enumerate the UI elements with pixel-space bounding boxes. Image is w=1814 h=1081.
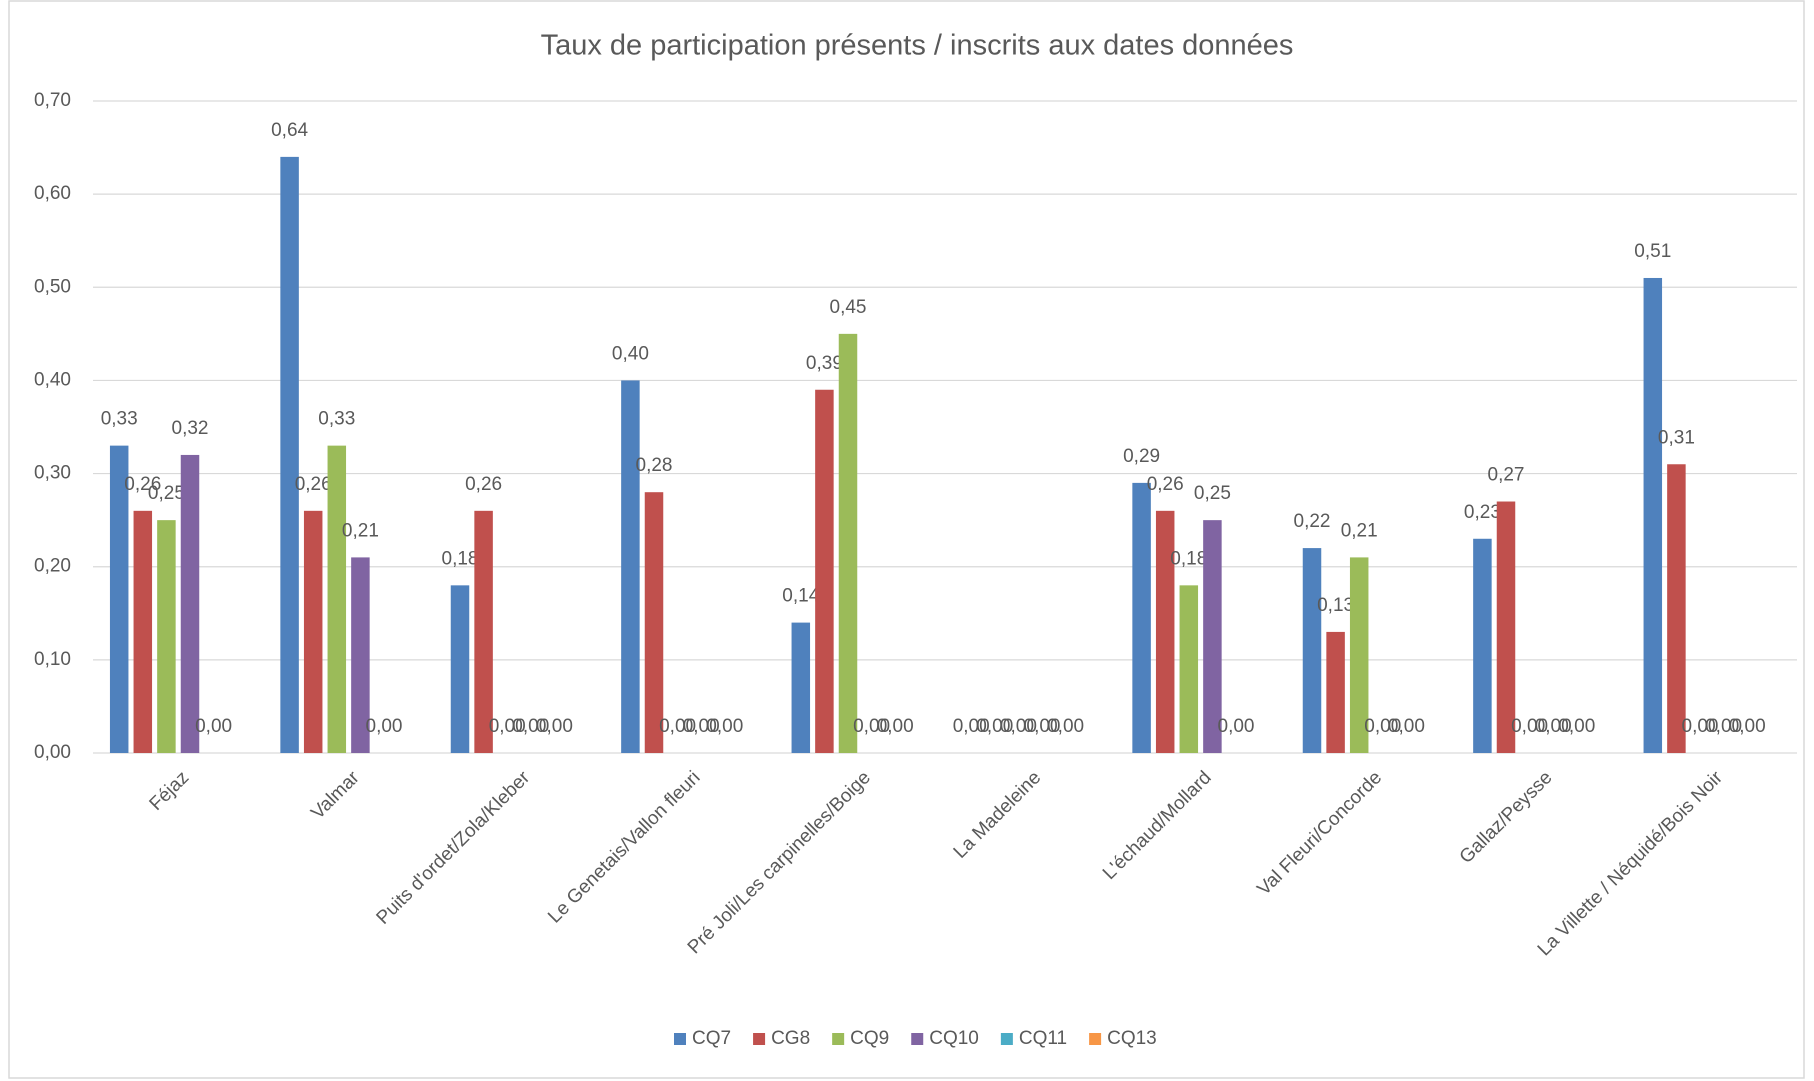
data-label: 0,00 — [489, 716, 526, 737]
legend-label: CQ11 — [1019, 1028, 1067, 1049]
data-label: 0,14 — [782, 586, 819, 607]
data-label: 0,22 — [1294, 511, 1331, 532]
data-label: 0,32 — [172, 418, 209, 439]
bar — [351, 557, 370, 753]
bar — [621, 380, 640, 753]
legend-swatch — [832, 1033, 845, 1045]
bar — [280, 156, 299, 753]
bar — [1667, 464, 1686, 753]
y-tick-label: 0,70 — [34, 90, 71, 111]
data-label: 0,25 — [148, 483, 185, 504]
data-label: 0,00 — [706, 716, 743, 737]
bar — [474, 510, 493, 753]
data-label: 0,00 — [366, 716, 403, 737]
data-label: 0,51 — [1634, 241, 1671, 262]
bar — [303, 510, 323, 753]
data-label: 0,18 — [1170, 548, 1207, 569]
data-label: 0,00 — [1682, 716, 1719, 737]
data-label: 0,13 — [1317, 595, 1354, 616]
data-label: 0,27 — [1488, 465, 1525, 486]
bar — [327, 445, 347, 753]
bar — [1179, 585, 1199, 753]
bar — [109, 445, 129, 753]
data-label: 0,00 — [1705, 716, 1742, 737]
data-label: 0,00 — [1047, 716, 1084, 737]
data-label: 0,00 — [512, 716, 549, 737]
bar — [838, 333, 858, 753]
data-label: 0,00 — [1364, 716, 1401, 737]
data-label: 0,26 — [295, 474, 332, 495]
data-label: 0,29 — [1123, 446, 1160, 467]
data-label: 0,39 — [806, 353, 843, 374]
data-label: 0,00 — [877, 716, 914, 737]
y-tick-label: 0,00 — [34, 742, 71, 763]
bar — [1326, 631, 1345, 753]
bar — [1349, 557, 1369, 753]
data-label: 0,26 — [1147, 474, 1184, 495]
data-label: 0,00 — [953, 716, 990, 737]
data-label: 0,00 — [536, 716, 573, 737]
data-label: 0,25 — [1194, 483, 1231, 504]
data-label: 0,00 — [1535, 716, 1572, 737]
legend-swatch — [911, 1033, 924, 1045]
data-label: 0,21 — [342, 520, 379, 541]
legend-label: CG8 — [771, 1028, 810, 1049]
bar — [180, 454, 200, 753]
legend-label: CQ7 — [692, 1028, 731, 1049]
data-label: 0,00 — [1729, 716, 1766, 737]
data-label: 0,23 — [1464, 502, 1501, 523]
legend-swatch — [1089, 1033, 1102, 1045]
chart-border — [8, 0, 1805, 1079]
data-label: 0,21 — [1341, 520, 1378, 541]
bar — [791, 622, 811, 753]
bar — [1643, 277, 1663, 753]
data-label: 0,33 — [318, 409, 355, 430]
bar — [1203, 520, 1222, 753]
chart-title: Taux de participation présents / inscrit… — [541, 30, 1294, 62]
data-label: 0,18 — [442, 548, 479, 569]
bar — [1496, 501, 1516, 753]
data-label: 0,00 — [853, 716, 890, 737]
bar — [1155, 510, 1175, 753]
y-tick-label: 0,50 — [34, 276, 71, 297]
legend-swatch — [1000, 1033, 1013, 1045]
legend-swatch — [674, 1033, 686, 1045]
bar — [157, 520, 176, 753]
y-tick-label: 0,40 — [34, 369, 71, 390]
data-label: 0,26 — [124, 474, 161, 495]
legend-label: CQ9 — [850, 1028, 889, 1049]
y-tick-label: 0,10 — [34, 649, 71, 670]
legend-label: CQ13 — [1107, 1028, 1157, 1049]
legend-label: CQ10 — [929, 1028, 979, 1049]
legend-swatch — [753, 1033, 766, 1045]
data-label: 0,00 — [683, 716, 720, 737]
data-label: 0,33 — [101, 409, 138, 430]
data-label: 0,45 — [830, 297, 867, 318]
bar — [1473, 538, 1492, 753]
bar — [1302, 548, 1322, 753]
y-tick-label: 0,30 — [34, 463, 71, 484]
bar — [815, 389, 834, 753]
data-label: 0,40 — [612, 343, 649, 364]
data-label: 0,00 — [195, 716, 232, 737]
data-label: 0,00 — [976, 716, 1013, 737]
data-label: 0,28 — [636, 455, 673, 476]
data-label: 0,00 — [1024, 716, 1061, 737]
data-label: 0,00 — [1558, 716, 1595, 737]
bar — [450, 585, 470, 753]
bar — [1132, 482, 1151, 753]
bar — [644, 492, 664, 753]
data-label: 0,00 — [659, 716, 696, 737]
data-label: 0,00 — [1511, 716, 1548, 737]
data-label: 0,00 — [1218, 716, 1255, 737]
data-label: 0,26 — [465, 474, 502, 495]
data-label: 0,00 — [1388, 716, 1425, 737]
data-label: 0,31 — [1658, 427, 1695, 448]
y-tick-label: 0,20 — [34, 556, 71, 577]
bar — [133, 510, 153, 753]
data-label: 0,00 — [1000, 716, 1037, 737]
y-tick-label: 0,60 — [34, 183, 71, 204]
data-label: 0,64 — [271, 120, 308, 141]
